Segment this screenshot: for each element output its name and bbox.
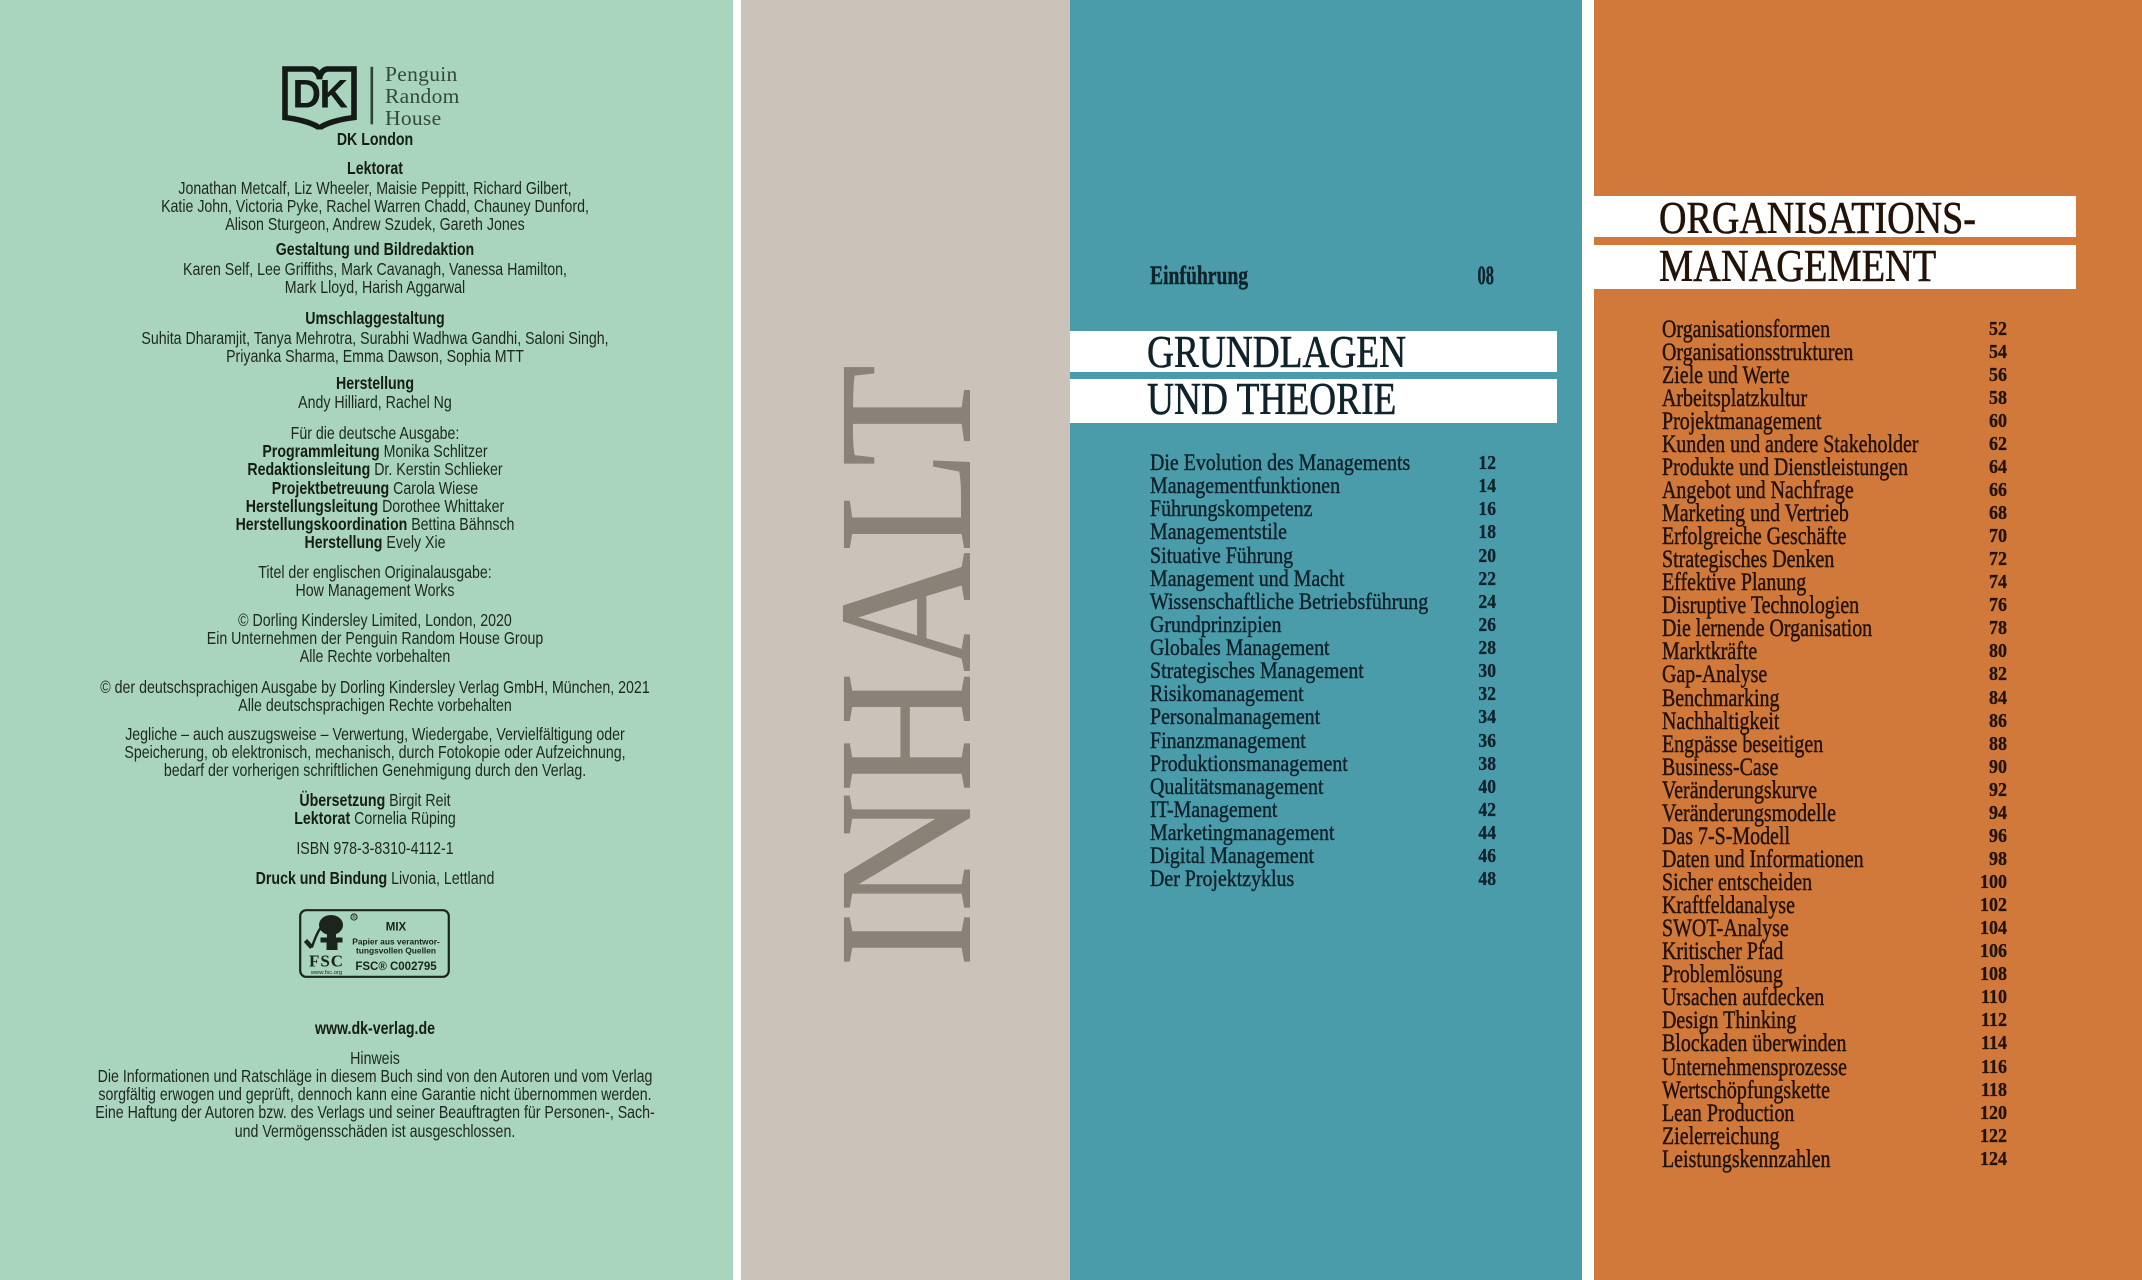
svg-text:DK: DK — [292, 73, 348, 117]
svg-text:www.fsc.org: www.fsc.org — [310, 970, 342, 976]
svg-text:FSC® C002795: FSC® C002795 — [355, 961, 437, 973]
svg-text:FSC: FSC — [309, 952, 344, 971]
svg-text:tungsvollen Quellen: tungsvollen Quellen — [356, 946, 436, 956]
svg-text:®: ® — [352, 914, 356, 921]
svg-text:MIX: MIX — [386, 922, 407, 934]
svg-text:Papier aus verantwor-: Papier aus verantwor- — [352, 937, 440, 947]
